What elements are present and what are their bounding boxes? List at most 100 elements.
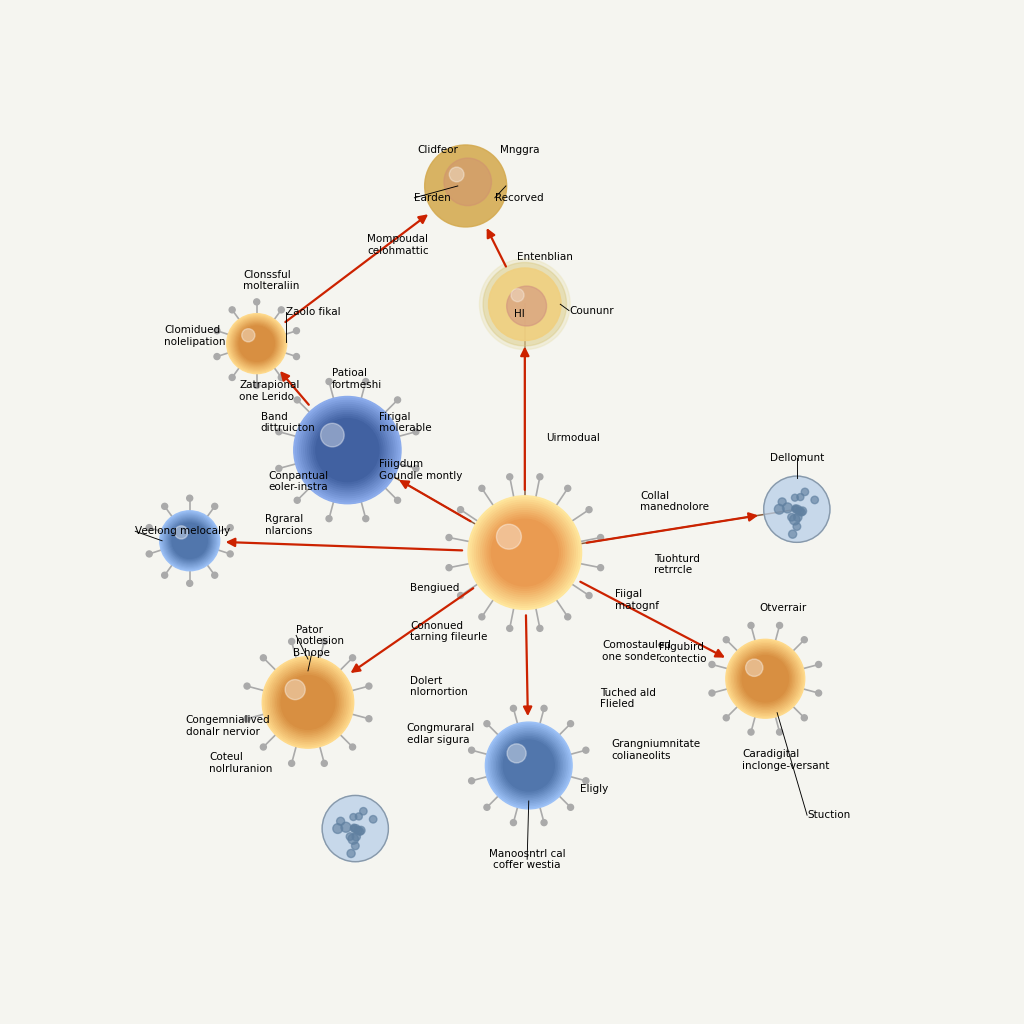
Circle shape: [314, 417, 381, 483]
Circle shape: [598, 535, 603, 541]
Circle shape: [782, 503, 793, 513]
Circle shape: [146, 524, 153, 530]
Circle shape: [811, 497, 818, 504]
Circle shape: [481, 509, 568, 597]
Circle shape: [308, 411, 387, 489]
Circle shape: [146, 551, 153, 557]
Circle shape: [583, 748, 589, 754]
Circle shape: [348, 834, 358, 844]
Circle shape: [727, 641, 803, 717]
Circle shape: [510, 706, 516, 712]
Circle shape: [468, 496, 582, 609]
Circle shape: [764, 476, 829, 543]
Circle shape: [322, 761, 328, 766]
Circle shape: [214, 328, 220, 334]
Text: Clidfeor: Clidfeor: [418, 145, 459, 156]
Circle shape: [709, 690, 715, 696]
Circle shape: [709, 662, 715, 668]
Circle shape: [359, 808, 367, 815]
Circle shape: [583, 778, 589, 783]
Circle shape: [254, 299, 260, 305]
Circle shape: [161, 512, 218, 569]
Circle shape: [326, 379, 332, 385]
Circle shape: [302, 404, 393, 496]
Circle shape: [489, 517, 560, 588]
Circle shape: [300, 402, 395, 498]
Circle shape: [298, 400, 397, 500]
Circle shape: [164, 515, 215, 566]
Circle shape: [776, 623, 782, 629]
Circle shape: [171, 522, 209, 559]
Circle shape: [272, 667, 343, 738]
Circle shape: [175, 525, 187, 539]
Text: Fiigal
matognf: Fiigal matognf: [614, 589, 658, 610]
Circle shape: [798, 508, 805, 516]
Circle shape: [476, 505, 573, 601]
Text: Uirmodual: Uirmodual: [546, 433, 600, 443]
Circle shape: [507, 286, 547, 326]
Circle shape: [229, 307, 236, 313]
Circle shape: [165, 516, 214, 565]
Text: B-hope: B-hope: [294, 648, 331, 657]
Circle shape: [446, 535, 452, 541]
Circle shape: [796, 507, 804, 515]
Circle shape: [321, 423, 344, 446]
Circle shape: [227, 551, 233, 557]
Circle shape: [739, 652, 792, 705]
Circle shape: [244, 683, 250, 689]
Circle shape: [732, 645, 799, 713]
Text: Veelong melocally: Veelong melocally: [135, 526, 230, 537]
Text: Mnggra: Mnggra: [500, 145, 539, 156]
Circle shape: [541, 819, 547, 825]
Circle shape: [748, 623, 754, 629]
Circle shape: [351, 824, 357, 830]
Circle shape: [793, 522, 801, 530]
Circle shape: [788, 530, 797, 539]
Circle shape: [507, 626, 513, 632]
Circle shape: [723, 637, 729, 643]
Circle shape: [285, 680, 305, 699]
Text: Stuction: Stuction: [807, 810, 850, 820]
Circle shape: [735, 648, 796, 710]
Circle shape: [346, 833, 354, 841]
Circle shape: [279, 307, 285, 313]
Circle shape: [326, 516, 332, 521]
Text: Collal
manednolore: Collal manednolore: [640, 490, 709, 512]
Circle shape: [228, 314, 286, 373]
Circle shape: [474, 502, 575, 603]
Text: Rgraral
nlarcions: Rgraral nlarcions: [264, 514, 312, 536]
Circle shape: [802, 637, 807, 643]
Text: Clonssful
molteraliin: Clonssful molteraliin: [244, 269, 300, 292]
Circle shape: [229, 375, 236, 381]
Circle shape: [279, 375, 285, 381]
Circle shape: [269, 664, 347, 741]
Text: Entenblian: Entenblian: [517, 252, 572, 262]
Circle shape: [469, 748, 474, 754]
Circle shape: [503, 740, 554, 791]
Circle shape: [162, 572, 168, 579]
Circle shape: [598, 564, 603, 570]
Text: Caradigital
inclonge-versant: Caradigital inclonge-versant: [742, 750, 829, 771]
Circle shape: [347, 850, 355, 857]
Text: Fiiigdum
Goundle montly: Fiiigdum Goundle montly: [379, 459, 462, 480]
Circle shape: [778, 498, 786, 506]
Text: Firigal
molerable: Firigal molerable: [379, 412, 431, 433]
Circle shape: [350, 825, 356, 831]
Circle shape: [497, 524, 521, 549]
Circle shape: [748, 729, 754, 735]
Circle shape: [160, 511, 220, 570]
Circle shape: [212, 572, 218, 579]
Circle shape: [351, 842, 359, 850]
Circle shape: [478, 507, 571, 599]
Text: Fiigubird
contectio: Fiigubird contectio: [658, 642, 708, 664]
Circle shape: [413, 429, 419, 435]
Circle shape: [254, 382, 260, 388]
Circle shape: [227, 524, 233, 530]
Circle shape: [212, 504, 218, 509]
Circle shape: [315, 419, 379, 481]
Circle shape: [294, 328, 299, 334]
Circle shape: [230, 317, 284, 371]
Circle shape: [169, 520, 211, 562]
Circle shape: [167, 517, 213, 564]
Circle shape: [162, 504, 168, 509]
